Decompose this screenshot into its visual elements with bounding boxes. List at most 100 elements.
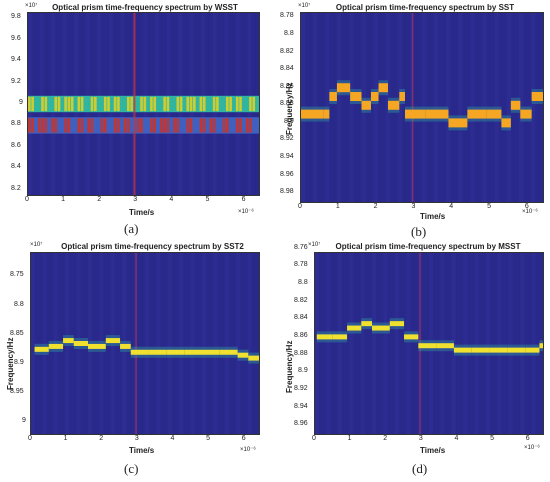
band-segment	[54, 96, 58, 112]
y-multiplier-a: ×10⁷	[25, 3, 38, 9]
x-tick-label: 3	[134, 435, 139, 442]
ridge-segment	[105, 338, 121, 344]
ridge-segment	[361, 100, 371, 110]
band-segment	[150, 96, 153, 112]
background-column	[372, 253, 377, 434]
y-tick-label: 8.4	[11, 163, 21, 171]
background-column	[321, 13, 326, 202]
background-column	[318, 253, 324, 434]
band-segment	[216, 96, 219, 112]
band-segment	[235, 96, 239, 112]
band-segment	[252, 96, 256, 112]
ridge-segment	[237, 352, 249, 358]
caption-d: (d)	[412, 461, 428, 476]
band-segment	[239, 96, 242, 112]
y-tick-label: 8.84	[280, 65, 294, 73]
plot-area-c	[30, 252, 260, 435]
band-segment	[80, 118, 84, 133]
background-column	[369, 13, 375, 202]
y-tick-label: 8.92	[294, 384, 308, 392]
chart-title-c: Optical prism time-frequency spectrum by…	[61, 242, 244, 251]
background-column	[122, 253, 127, 434]
background-column	[255, 253, 259, 434]
ridge-segment	[525, 347, 540, 353]
background-column	[305, 13, 310, 202]
x-tick-label: 4	[170, 435, 175, 442]
background-column	[341, 13, 346, 202]
background-column	[375, 253, 381, 434]
background-column	[357, 13, 362, 202]
band-segment	[51, 118, 54, 133]
background-column	[508, 253, 514, 434]
background-column	[232, 253, 237, 434]
x-tick-label: 2	[97, 196, 102, 203]
y-tick-label: 8.9	[284, 117, 294, 125]
y-axis-label-d: Frequency/Hz	[285, 340, 294, 393]
background-column	[42, 253, 47, 434]
background-column	[442, 13, 447, 202]
x-tick-label: 6	[525, 435, 530, 442]
y-tick-label: 8.2	[11, 184, 21, 192]
ridge-segment	[148, 349, 167, 355]
y-tick-label: 8.88	[294, 349, 308, 357]
band-segment	[176, 118, 180, 133]
x-tick-label: 0	[312, 435, 316, 442]
background-column	[417, 13, 423, 202]
background-column	[202, 253, 207, 434]
band-segment	[28, 118, 31, 133]
background-column	[57, 253, 62, 434]
background-column	[502, 13, 508, 202]
background-column	[243, 253, 249, 434]
background-column	[459, 253, 464, 434]
heatmap-svg-d	[315, 253, 543, 434]
band-segment	[249, 118, 252, 133]
band-segment	[249, 96, 252, 112]
band-segment	[94, 96, 97, 112]
background-column	[69, 253, 74, 434]
band-segment	[163, 118, 166, 133]
ridge-segment	[467, 109, 487, 119]
ridge-segment	[425, 109, 449, 119]
y-tick-label: 9.6	[11, 34, 21, 42]
background-column	[179, 253, 184, 434]
band-segment	[150, 118, 153, 133]
background-column	[88, 253, 93, 434]
band-segment	[160, 118, 163, 133]
background-column	[175, 253, 180, 434]
background-column	[506, 13, 512, 202]
band-segment	[103, 118, 107, 133]
band-segment	[140, 118, 143, 133]
background-column	[228, 253, 233, 434]
ridge-segment	[332, 334, 348, 340]
band-segment	[64, 96, 67, 112]
background-column	[430, 13, 435, 202]
y-multiplier-b: ×10⁷	[298, 3, 311, 9]
background-column	[353, 13, 358, 202]
band-segment	[245, 118, 249, 133]
background-column	[349, 13, 354, 202]
background-column	[478, 253, 483, 434]
band-segment	[117, 118, 120, 133]
x-tick-label: 2	[373, 203, 378, 210]
y-tick-label: 8.82	[280, 47, 294, 55]
x-tick-label: 1	[61, 196, 65, 203]
plot-area-a	[27, 12, 260, 196]
background-column	[137, 253, 142, 434]
ridge-segment	[471, 347, 490, 353]
background-column	[531, 253, 536, 434]
band-segment	[143, 96, 147, 112]
band-segment	[127, 118, 130, 133]
background-column	[522, 13, 528, 202]
background-column	[451, 253, 457, 434]
background-column	[478, 13, 483, 202]
band-segment	[189, 118, 193, 133]
band-segment	[64, 118, 67, 133]
ridge-segment	[507, 347, 526, 353]
background-column	[53, 253, 59, 434]
ridge-segment	[489, 347, 508, 353]
x-multiplier-a: ×10⁻⁶	[238, 209, 254, 215]
background-column	[458, 13, 463, 202]
ridge-segment	[399, 92, 405, 102]
background-column	[183, 253, 188, 434]
heatmap-svg-b	[301, 13, 543, 202]
